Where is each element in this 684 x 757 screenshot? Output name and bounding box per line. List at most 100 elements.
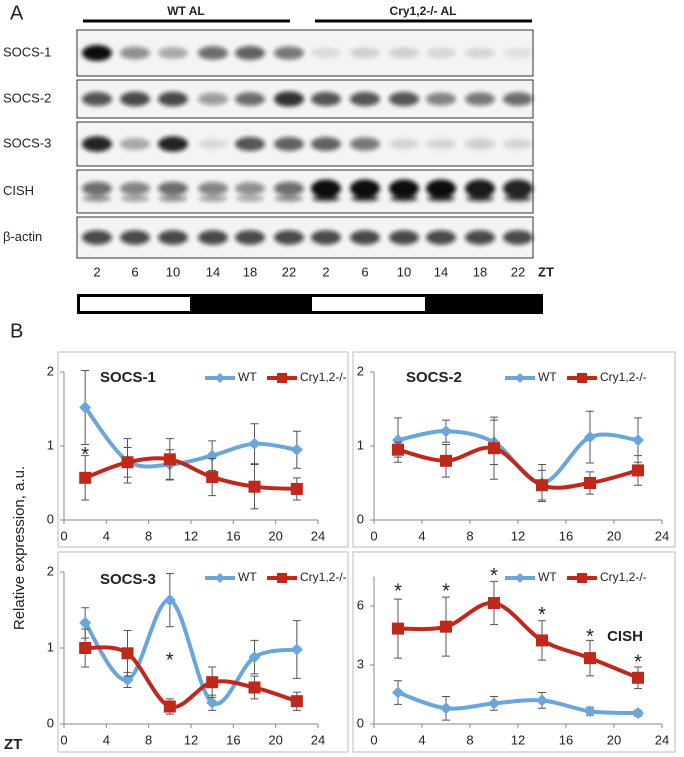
- blot-frame: [76, 79, 534, 119]
- light-bar: [77, 294, 543, 314]
- band: [350, 230, 380, 245]
- y-tick-label: 0: [47, 511, 54, 526]
- annotation: *: [634, 651, 642, 673]
- zt-label: 14: [206, 264, 220, 279]
- band: [389, 47, 419, 59]
- y-tick-label: 2: [47, 363, 54, 378]
- x-tick-label: 4: [418, 528, 425, 543]
- band: [465, 92, 495, 106]
- band: [389, 230, 419, 245]
- band: [158, 91, 188, 107]
- band: [390, 195, 418, 202]
- band: [235, 230, 265, 245]
- blot-frame: [76, 121, 534, 167]
- x-tick-label: 16: [226, 528, 240, 543]
- x-tick-label: 8: [145, 528, 152, 543]
- point: [632, 464, 644, 477]
- x-tick-label: 20: [607, 528, 621, 543]
- annotation: *: [166, 649, 174, 671]
- point: [290, 643, 303, 656]
- band: [198, 92, 228, 106]
- band: [120, 137, 150, 151]
- blot-frame: [76, 29, 534, 77]
- series-line: [397, 429, 639, 485]
- band: [311, 91, 341, 107]
- y-tick-label: 0: [357, 715, 364, 730]
- chart-title: CISH: [607, 628, 643, 645]
- x-tick-label: 0: [370, 528, 377, 543]
- band: [426, 92, 456, 106]
- legend-marker: [277, 373, 287, 383]
- series: [392, 580, 644, 690]
- legend-label: WT: [238, 370, 257, 384]
- point: [632, 707, 644, 720]
- legend-label: Cry1,2-/-: [600, 570, 647, 584]
- blot-bands: [82, 136, 533, 152]
- series-line: [397, 690, 639, 716]
- blot-bands: [82, 230, 533, 245]
- blot-frame: [76, 216, 534, 259]
- y-tick-label: 1: [357, 437, 364, 452]
- series: [392, 680, 644, 721]
- band: [503, 47, 533, 59]
- band: [274, 230, 304, 245]
- annotation: *: [81, 444, 89, 466]
- x-tick-label: 24: [311, 528, 325, 543]
- band: [311, 137, 341, 151]
- legend-marker: [277, 573, 287, 583]
- band: [312, 195, 340, 202]
- y-tick-label: 1: [47, 437, 54, 452]
- x-tick-label: 0: [60, 528, 67, 543]
- point: [440, 425, 452, 438]
- annotation: *: [442, 581, 450, 603]
- band: [235, 182, 265, 195]
- band: [350, 47, 380, 59]
- zt-label: 6: [131, 264, 138, 279]
- band: [275, 195, 303, 202]
- series: [79, 628, 303, 715]
- blot-label: CISH: [3, 183, 34, 198]
- chart-title: SOCS-2: [406, 369, 462, 386]
- point: [290, 443, 303, 456]
- x-tick-label: 12: [184, 732, 198, 747]
- band: [198, 46, 228, 60]
- zt-label: 2: [322, 264, 329, 279]
- point: [79, 471, 92, 484]
- point: [632, 671, 644, 684]
- point: [392, 443, 404, 456]
- legend-label: Cry1,2-/-: [300, 570, 347, 584]
- legend-marker: [577, 373, 587, 383]
- band: [465, 230, 495, 245]
- band: [82, 45, 112, 61]
- point: [206, 676, 219, 689]
- series-line: [397, 445, 639, 490]
- point: [440, 620, 452, 633]
- band: [503, 92, 533, 106]
- x-tick-label: 4: [103, 528, 110, 543]
- series: [392, 410, 644, 502]
- band: [199, 195, 227, 202]
- legend-marker: [515, 573, 525, 583]
- x-tick-label: 20: [607, 732, 621, 747]
- band: [350, 91, 380, 107]
- annotation: *: [490, 565, 498, 587]
- point: [392, 434, 404, 447]
- point: [206, 471, 219, 484]
- blot-label: β-actin: [3, 229, 42, 244]
- zt-label: 2: [93, 264, 100, 279]
- x-tick-label: 8: [145, 732, 152, 747]
- legend-marker: [515, 373, 525, 383]
- y-tick-label: 2: [47, 563, 54, 578]
- band: [426, 47, 456, 59]
- band: [198, 182, 228, 195]
- point: [121, 456, 134, 469]
- x-tick-label: 24: [311, 732, 325, 747]
- band: [427, 195, 455, 202]
- x-tick-label: 4: [418, 732, 425, 747]
- point: [584, 652, 596, 665]
- zt-label: 6: [361, 264, 368, 279]
- band: [198, 230, 228, 245]
- point: [79, 616, 92, 629]
- point: [290, 482, 303, 495]
